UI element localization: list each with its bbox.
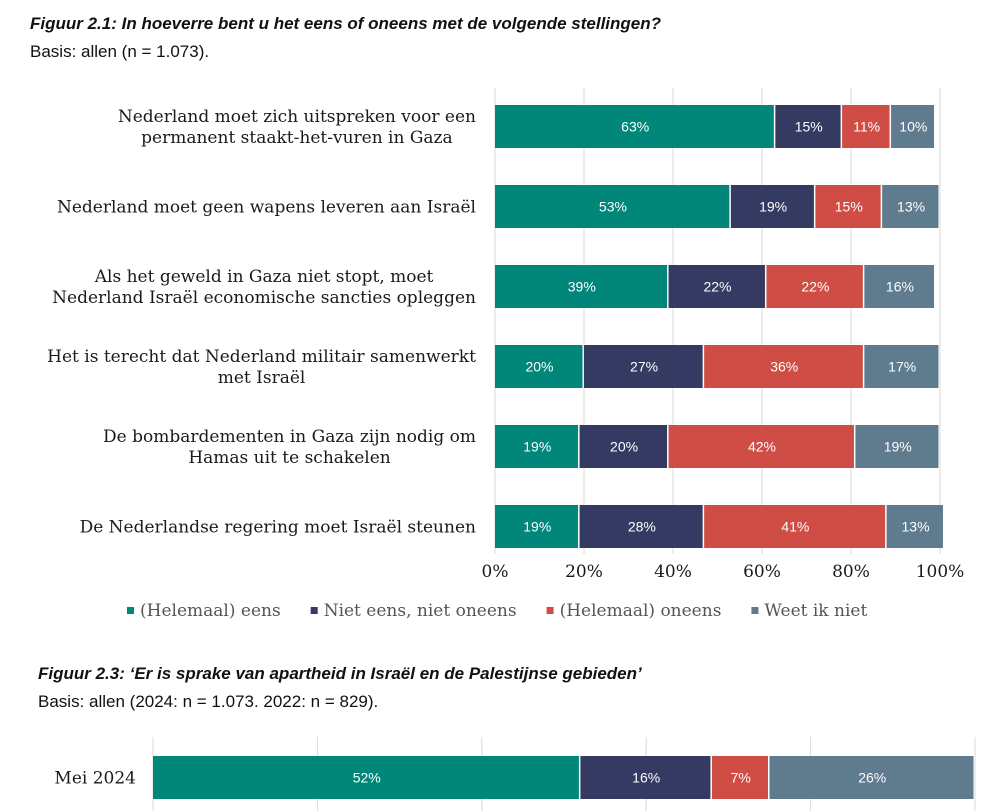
data-label: 27% — [630, 359, 658, 375]
legend: (Helemaal) eens Niet eens, niet oneens (He… — [127, 601, 867, 621]
data-label: 11% — [853, 119, 880, 135]
figure-2-subtitle: Basis: allen (2024: n = 1.073. 2022: n =… — [38, 692, 379, 711]
bar-segment — [842, 105, 890, 148]
stacked-bar-chart-1: 63% 15% 11% 10% Nederland moet zich uitsprek… — [47, 88, 965, 621]
data-label: 63% — [621, 119, 649, 135]
data-label: 26% — [858, 770, 886, 786]
bar-segment — [704, 505, 886, 548]
bar-segment — [495, 505, 579, 548]
bar-segment — [495, 425, 579, 468]
category-label: Mei 2024 — [54, 769, 136, 789]
data-label: 28% — [628, 519, 656, 535]
bar-segment — [864, 265, 935, 308]
data-label: 19% — [759, 199, 787, 215]
category-label: Nederland moet zich uitspreken voor een p… — [118, 107, 476, 148]
legend-swatch — [546, 607, 554, 614]
bar-segment — [495, 265, 668, 308]
bar-segment — [711, 756, 768, 799]
legend-swatch — [310, 607, 318, 614]
data-label: 15% — [795, 119, 823, 135]
bar-segment — [864, 345, 939, 388]
bar-segment — [153, 756, 579, 799]
data-label: 10% — [899, 119, 927, 135]
data-label: 53% — [599, 199, 627, 215]
data-label: 52% — [353, 770, 381, 786]
bar-segment — [495, 185, 730, 228]
bar-segment — [495, 105, 774, 148]
bar-segment — [584, 345, 703, 388]
data-label: 41% — [781, 519, 809, 535]
x-tick-label: 60% — [743, 562, 781, 582]
bar-segment — [891, 105, 935, 148]
data-label: 42% — [748, 439, 776, 455]
data-label: 7% — [731, 770, 751, 786]
x-tick-label: 40% — [654, 562, 692, 582]
figure-1-title: Figuur 2.1: In hoeverre bent u het eens … — [30, 14, 662, 33]
x-tick-label: 0% — [482, 562, 509, 582]
category-label: Nederland moet geen wapens leveren aan I… — [57, 198, 476, 218]
figure-2-title: Figuur 2.3: ‘Er is sprake van apartheid … — [38, 664, 642, 683]
data-label: 16% — [886, 279, 914, 295]
data-label: 19% — [523, 439, 551, 455]
data-label: 13% — [897, 199, 925, 215]
bar-segment — [579, 425, 668, 468]
legend-entry: (Helemaal) oneens — [560, 601, 722, 621]
legend-entry: (Helemaal) eens — [140, 601, 281, 621]
bar-segment — [580, 756, 711, 799]
bar-segment — [815, 185, 881, 228]
bar-segment — [769, 756, 974, 799]
bar-segment — [775, 105, 841, 148]
data-label: 13% — [902, 519, 930, 535]
legend-entry: Weet ik niet — [764, 601, 867, 621]
x-tick-label: 100% — [916, 562, 965, 582]
category-label: De bombardementen in Gaza zijn nodig om H… — [103, 427, 476, 468]
data-label: 19% — [884, 439, 912, 455]
x-tick-label: 20% — [565, 562, 603, 582]
data-label: 20% — [610, 439, 638, 455]
bar-segment — [704, 345, 863, 388]
bar-segment — [668, 425, 854, 468]
x-tick-label: 80% — [832, 562, 870, 582]
figure-1-subtitle: Basis: allen (n = 1.073). — [30, 42, 210, 61]
bar-segment — [730, 185, 814, 228]
legend-swatch — [751, 607, 759, 614]
data-label: 15% — [835, 199, 863, 215]
bar-segment — [495, 345, 583, 388]
data-label: 39% — [568, 279, 596, 295]
category-label: Als het geweld in Gaza niet stopt, moet N… — [52, 267, 476, 308]
bar-segment — [668, 265, 765, 308]
bar-segment — [855, 425, 939, 468]
category-label: De Nederlandse regering moet Israël steu… — [80, 518, 476, 538]
bar-segment — [766, 265, 863, 308]
data-label: 16% — [632, 770, 660, 786]
stacked-bar-chart-2: 52% 16% 7% 26% Mei 2024 — [54, 737, 976, 811]
legend-swatch — [127, 607, 134, 614]
data-label: 22% — [703, 279, 731, 295]
bar-segment — [579, 505, 703, 548]
bar-segment — [886, 505, 943, 548]
data-label: 22% — [801, 279, 829, 295]
data-label: 20% — [525, 359, 553, 375]
legend-entry: Niet eens, niet oneens — [324, 601, 517, 621]
bar-segment — [882, 185, 939, 228]
category-label: Het is terecht dat Nederland militair sa… — [47, 347, 476, 388]
data-label: 19% — [523, 519, 551, 535]
data-label: 36% — [770, 359, 798, 375]
data-label: 17% — [888, 359, 916, 375]
